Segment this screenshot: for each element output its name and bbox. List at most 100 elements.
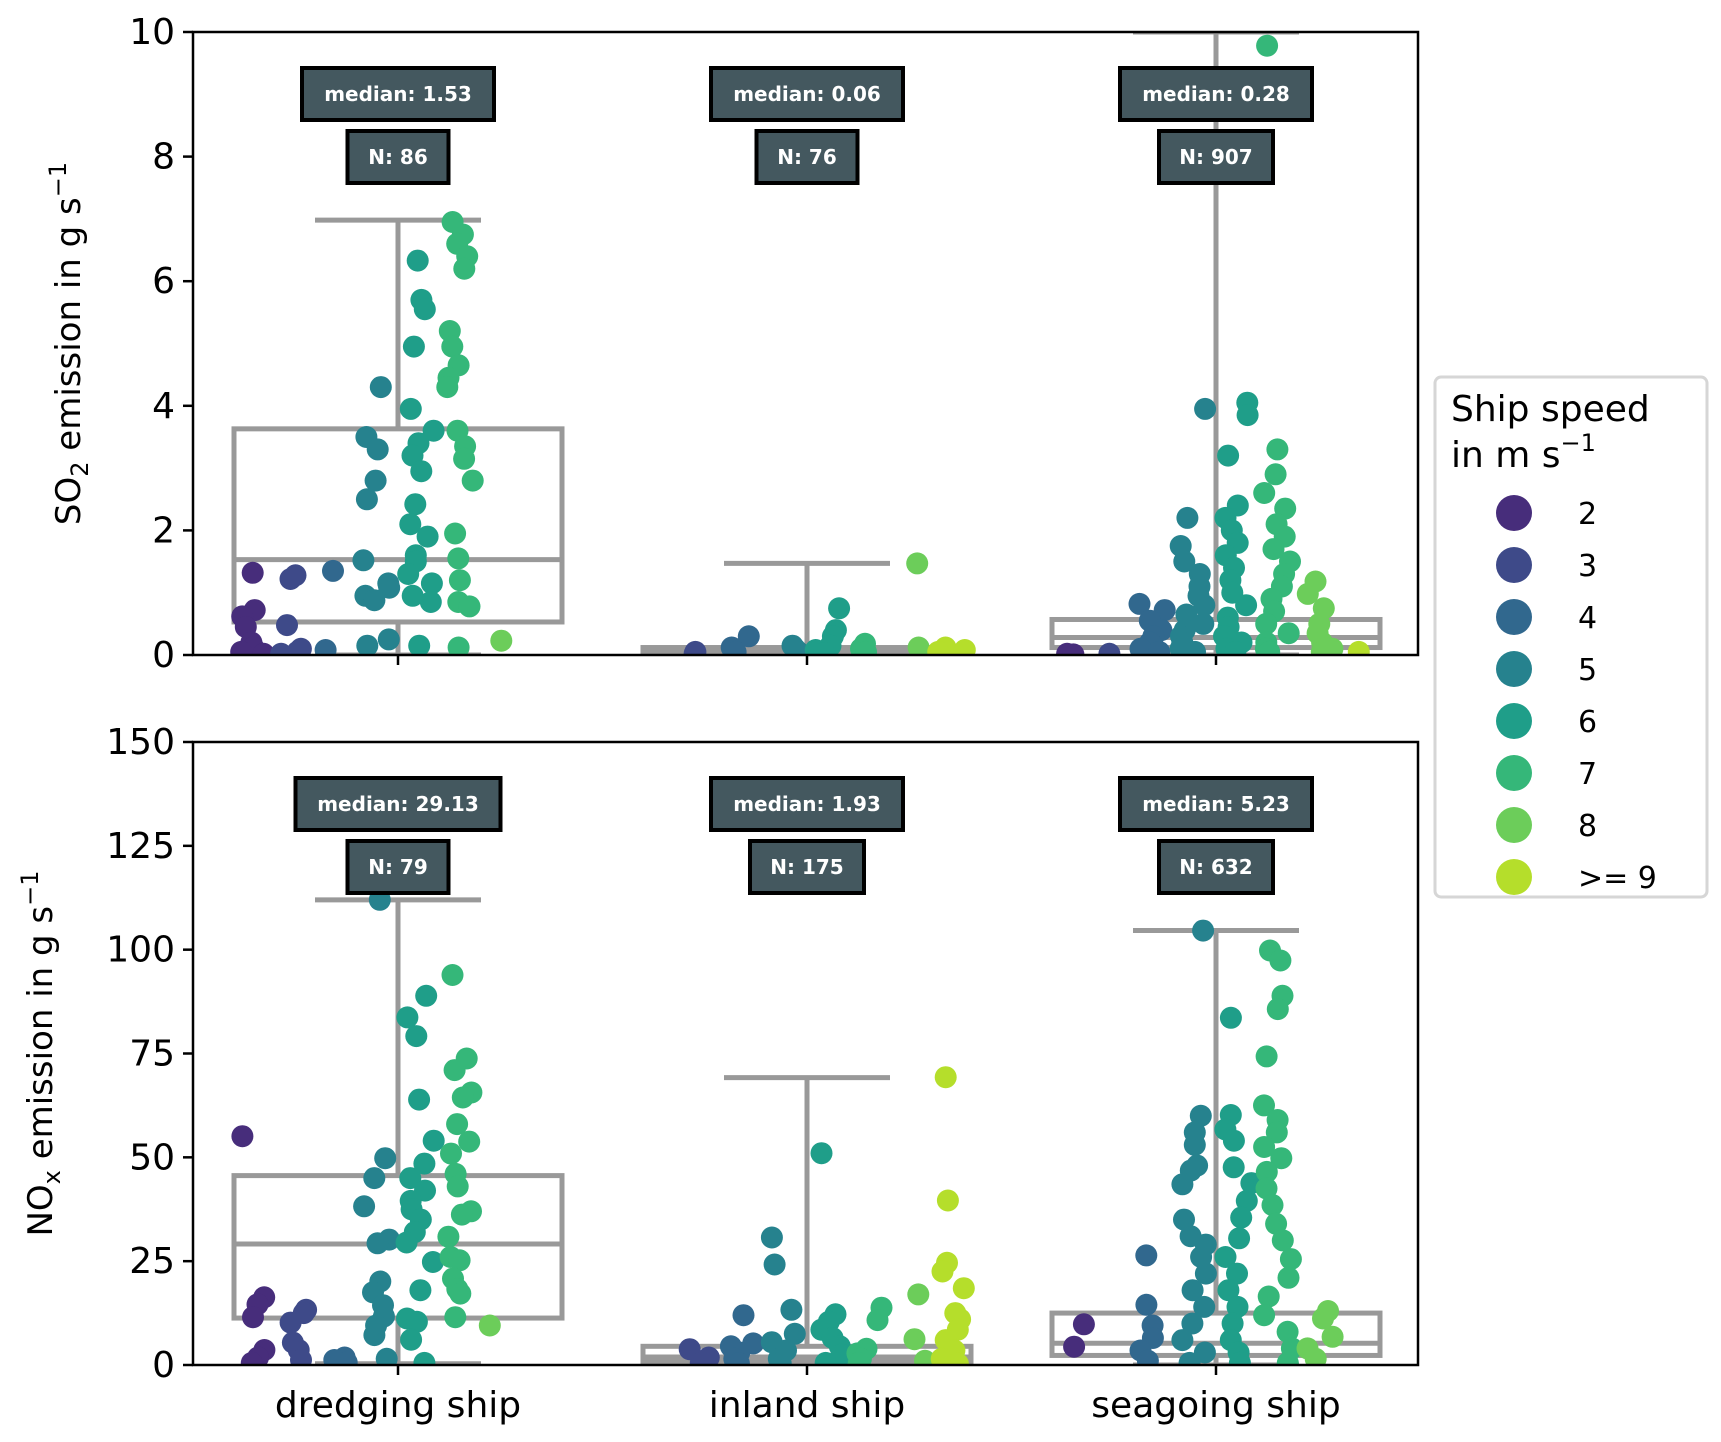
data-point: [453, 447, 476, 470]
data-point: [408, 1088, 431, 1111]
data-point: [1224, 640, 1247, 655]
data-point: [286, 640, 309, 655]
data-point: [1277, 1266, 1300, 1289]
data-point: [689, 1351, 712, 1365]
data-point: [422, 1129, 445, 1152]
data-point: [1226, 1295, 1249, 1318]
n-annotation-box: [1157, 129, 1275, 185]
data-point: [404, 493, 427, 516]
data-point: [410, 460, 433, 483]
data-point: [395, 1231, 418, 1254]
iqr-box: [640, 1343, 974, 1365]
boxplot-dredging-ship: [231, 217, 565, 655]
median-annotation-text: median: 29.13: [317, 792, 479, 816]
y-tick-label: 10: [129, 12, 175, 53]
data-point: [451, 1086, 474, 1109]
median-annotation-text: median: 5.23: [1142, 792, 1290, 816]
legend-items: 2 3 4 5 6 7 8 >= 9: [1496, 495, 1657, 896]
data-point: [231, 1125, 254, 1148]
data-point: [458, 595, 481, 618]
data-point: [230, 640, 253, 655]
data-point: [1148, 640, 1171, 655]
data-point: [399, 513, 422, 536]
data-point: [1266, 998, 1289, 1021]
data-point: [458, 1130, 481, 1153]
data-point: [377, 628, 400, 651]
data-point: [453, 257, 476, 280]
data-point: [1192, 612, 1215, 635]
data-point: [780, 1298, 803, 1321]
n-annotation-text: N: 79: [368, 855, 428, 879]
data-point: [1221, 1312, 1244, 1335]
data-point: [252, 642, 275, 655]
data-point: [1181, 1279, 1204, 1302]
data-point: [397, 563, 420, 585]
data-point: [1128, 592, 1151, 615]
data-point: [783, 1322, 806, 1345]
data-point: [906, 552, 929, 575]
median-annotation-box: [293, 776, 503, 832]
data-point: [363, 1324, 386, 1347]
legend-title-line1: Ship speed: [1451, 389, 1650, 430]
data-point: [322, 559, 344, 582]
data-point: [1136, 1349, 1159, 1365]
data-point: [1266, 438, 1289, 461]
y-axis-label: SO2 emission in g s−1: [44, 162, 94, 525]
data-point: [399, 1167, 422, 1190]
data-point: [1262, 538, 1285, 561]
data-point: [276, 614, 298, 637]
median-annotation-box: [709, 776, 905, 832]
legend-item-label: 5: [1578, 653, 1597, 688]
data-point: [931, 1260, 954, 1283]
y-tick-label: 150: [106, 722, 175, 763]
data-point: [448, 1249, 471, 1272]
legend-item: 2: [1496, 495, 1597, 532]
data-point: [1235, 594, 1258, 617]
median-annotation-text: median: 1.53: [324, 82, 472, 106]
data-point: [1173, 550, 1196, 573]
legend-item: >= 9: [1496, 859, 1657, 896]
iqr-box: [231, 426, 565, 625]
y-tick-label: 75: [129, 1034, 175, 1075]
data-point: [1255, 1045, 1278, 1068]
n-annotation-box: [345, 839, 451, 895]
data-point: [1098, 642, 1121, 655]
x-tick-label: dredging ship: [275, 1385, 521, 1426]
data-point: [1135, 1293, 1158, 1316]
data-point: [363, 1167, 386, 1190]
n-annotation-text: N: 86: [368, 145, 428, 169]
boxplot-inland-ship: [640, 1075, 974, 1365]
data-point: [1279, 1248, 1302, 1271]
data-point: [1217, 1279, 1240, 1302]
y-tick-label: 2: [152, 510, 175, 551]
data-point: [1235, 1189, 1258, 1212]
data-point: [1183, 1133, 1206, 1156]
data-point: [1269, 949, 1292, 972]
data-point: [1171, 1329, 1194, 1352]
data-point: [478, 1314, 501, 1337]
legend-item: 3: [1496, 547, 1597, 584]
n-annotation-text: N: 175: [770, 855, 843, 879]
data-point: [1178, 1351, 1201, 1365]
data-point: [1258, 640, 1281, 655]
data-point: [1261, 1194, 1284, 1217]
data-point: [409, 1279, 432, 1302]
data-point: [366, 1232, 389, 1255]
data-point: [415, 984, 438, 1007]
median-annotation-text: median: 0.06: [733, 82, 881, 106]
y-tick-label: 4: [152, 386, 175, 427]
data-point: [866, 1309, 889, 1332]
data-point: [1193, 594, 1216, 617]
data-point: [1321, 1325, 1344, 1348]
data-point: [813, 642, 836, 655]
legend-marker-icon: [1496, 651, 1532, 687]
legend-item: 5: [1496, 651, 1597, 688]
y-tick-label: 8: [152, 137, 175, 178]
y-axis-label-sub: x: [38, 1170, 66, 1184]
median-annotation-text: median: 0.28: [1142, 82, 1290, 106]
legend-marker-icon: [1496, 495, 1532, 531]
data-point: [1173, 1208, 1195, 1231]
data-point: [1192, 919, 1215, 942]
x-tick-label: inland ship: [709, 1385, 905, 1426]
data-point: [1347, 640, 1370, 655]
